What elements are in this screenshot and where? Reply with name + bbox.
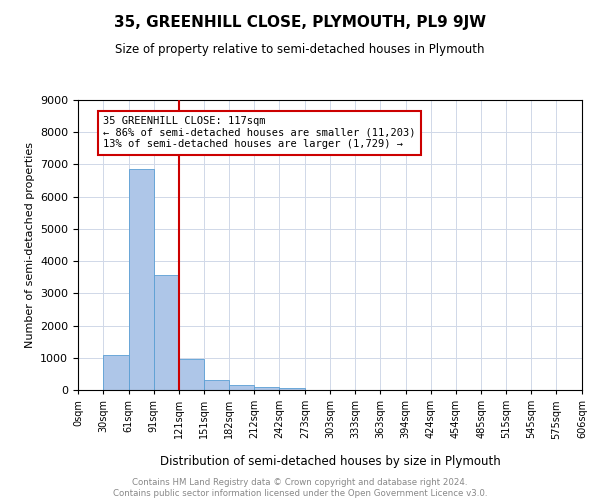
Bar — [129, 170, 154, 390]
Bar — [154, 274, 179, 390]
Bar — [279, 388, 305, 390]
Text: 35 GREENHILL CLOSE: 117sqm
← 86% of semi-detached houses are smaller (11,203)
13: 35 GREENHILL CLOSE: 117sqm ← 86% of semi… — [103, 116, 415, 150]
Bar — [203, 380, 229, 390]
Y-axis label: Number of semi-detached properties: Number of semi-detached properties — [25, 142, 35, 348]
Bar — [179, 358, 203, 390]
Text: Size of property relative to semi-detached houses in Plymouth: Size of property relative to semi-detach… — [115, 42, 485, 56]
Text: 35, GREENHILL CLOSE, PLYMOUTH, PL9 9JW: 35, GREENHILL CLOSE, PLYMOUTH, PL9 9JW — [114, 15, 486, 30]
Text: Contains HM Land Registry data © Crown copyright and database right 2024.
Contai: Contains HM Land Registry data © Crown c… — [113, 478, 487, 498]
Bar — [254, 387, 279, 390]
Bar — [229, 385, 254, 390]
Bar — [103, 354, 129, 390]
Text: Distribution of semi-detached houses by size in Plymouth: Distribution of semi-detached houses by … — [160, 455, 500, 468]
